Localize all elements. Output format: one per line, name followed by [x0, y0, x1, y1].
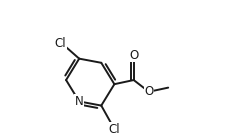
Text: N: N — [74, 95, 83, 108]
Text: O: O — [144, 85, 153, 98]
Text: Cl: Cl — [54, 37, 66, 50]
Text: O: O — [128, 49, 138, 62]
Text: Cl: Cl — [108, 123, 120, 136]
